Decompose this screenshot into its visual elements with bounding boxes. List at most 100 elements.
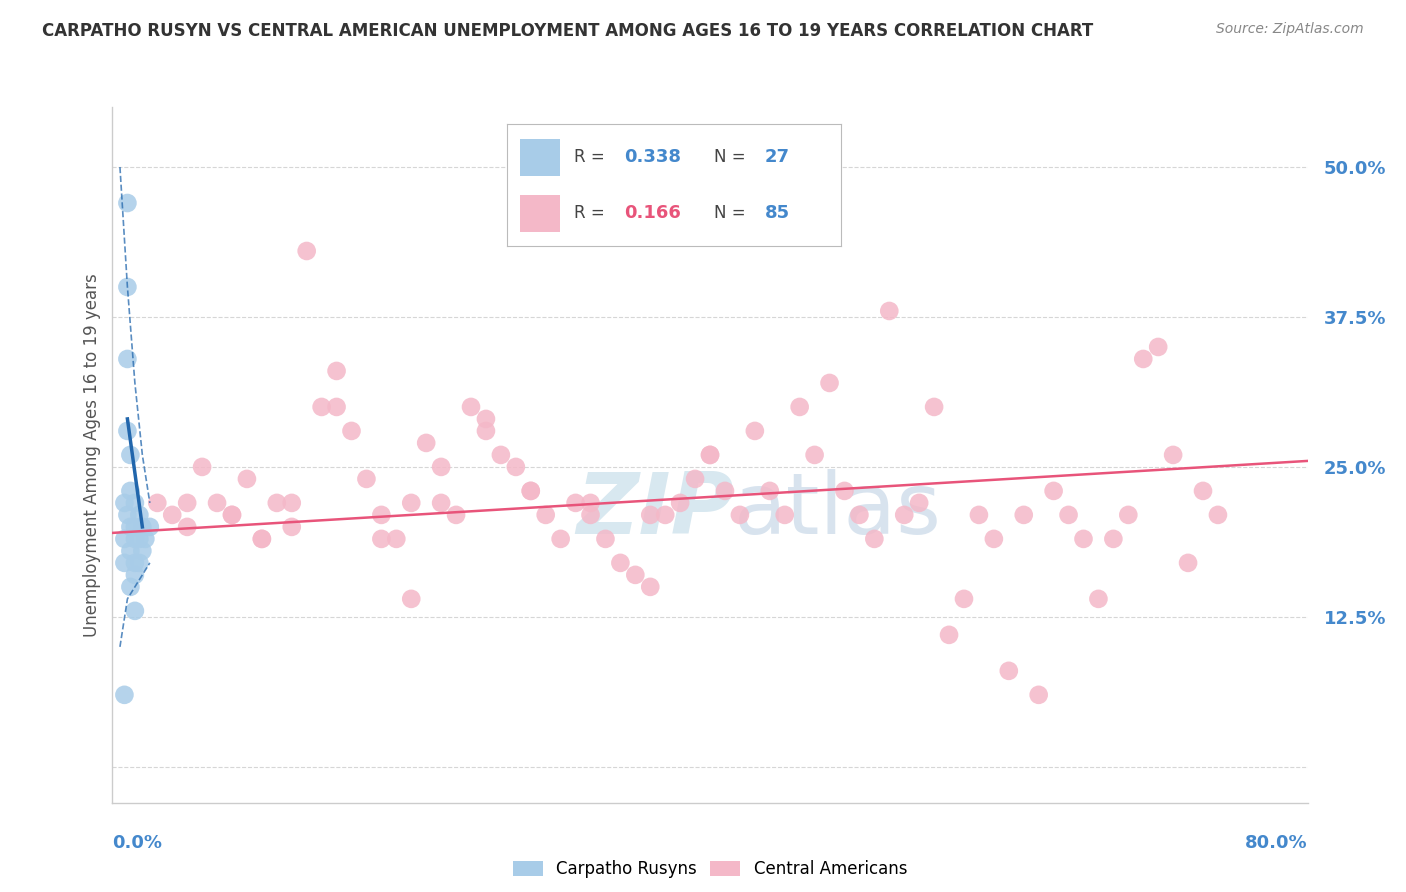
Point: [1147, 340, 1170, 354]
Point: [281, 520, 304, 534]
Point: [114, 556, 135, 570]
Point: [131, 520, 153, 534]
Point: [114, 496, 135, 510]
Point: [356, 472, 378, 486]
Point: [444, 508, 467, 522]
Point: [1057, 508, 1080, 522]
Point: [124, 496, 146, 510]
Point: [401, 496, 423, 510]
Point: [205, 496, 228, 510]
Point: [401, 591, 423, 606]
Point: [818, 376, 841, 390]
Point: [124, 556, 146, 570]
Point: [114, 688, 135, 702]
Point: [120, 580, 142, 594]
Point: [595, 532, 617, 546]
Point: [311, 400, 333, 414]
Y-axis label: Unemployment Among Ages 16 to 19 years: Unemployment Among Ages 16 to 19 years: [83, 273, 101, 637]
Text: CARPATHO RUSYN VS CENTRAL AMERICAN UNEMPLOYMENT AMONG AGES 16 TO 19 YEARS CORREL: CARPATHO RUSYN VS CENTRAL AMERICAN UNEMP…: [42, 22, 1094, 40]
Point: [191, 459, 214, 474]
Point: [789, 400, 811, 414]
Point: [953, 591, 976, 606]
Point: [430, 496, 453, 510]
Point: [325, 400, 347, 414]
Point: [250, 532, 273, 546]
Point: [266, 496, 288, 510]
Point: [124, 520, 146, 534]
Point: [1177, 556, 1199, 570]
Point: [520, 483, 543, 498]
Point: [520, 483, 543, 498]
Point: [728, 508, 751, 522]
Point: [117, 351, 139, 366]
Point: [117, 508, 139, 522]
Point: [550, 532, 572, 546]
Text: atlas: atlas: [734, 469, 942, 552]
Text: 0.0%: 0.0%: [112, 834, 163, 852]
Point: [221, 508, 243, 522]
Point: [460, 400, 482, 414]
Point: [1102, 532, 1125, 546]
Point: [128, 508, 150, 522]
Point: [128, 556, 150, 570]
Point: [609, 556, 631, 570]
Point: [1012, 508, 1035, 522]
Point: [699, 448, 721, 462]
Point: [250, 532, 273, 546]
Point: [475, 424, 498, 438]
Point: [759, 483, 782, 498]
Text: Source: ZipAtlas.com: Source: ZipAtlas.com: [1216, 22, 1364, 37]
Point: [922, 400, 945, 414]
Point: [654, 508, 676, 522]
Point: [938, 628, 960, 642]
Point: [967, 508, 990, 522]
Point: [117, 424, 139, 438]
Point: [579, 496, 602, 510]
Point: [1161, 448, 1184, 462]
Point: [1028, 688, 1050, 702]
Text: ZIP: ZIP: [576, 469, 734, 552]
Point: [117, 196, 139, 211]
Point: [124, 567, 146, 582]
Point: [489, 448, 512, 462]
Point: [863, 532, 886, 546]
Point: [131, 544, 153, 558]
Point: [1116, 508, 1139, 522]
Point: [475, 412, 498, 426]
Point: [638, 580, 662, 594]
Point: [744, 424, 766, 438]
Point: [139, 520, 162, 534]
Point: [624, 567, 647, 582]
Point: [505, 459, 527, 474]
Point: [908, 496, 931, 510]
Point: [117, 280, 139, 294]
Point: [669, 496, 692, 510]
Point: [370, 532, 392, 546]
Point: [162, 508, 183, 522]
Point: [120, 448, 142, 462]
Point: [1132, 351, 1154, 366]
Legend: Carpatho Rusyns, Central Americans: Carpatho Rusyns, Central Americans: [506, 854, 914, 885]
Point: [236, 472, 259, 486]
Point: [773, 508, 796, 522]
Point: [1073, 532, 1095, 546]
Point: [1042, 483, 1064, 498]
Point: [370, 508, 392, 522]
Point: [221, 508, 243, 522]
Point: [430, 459, 453, 474]
Point: [415, 436, 437, 450]
Point: [534, 508, 557, 522]
Point: [146, 496, 169, 510]
Text: 80.0%: 80.0%: [1244, 834, 1308, 852]
Point: [983, 532, 1005, 546]
Point: [579, 508, 602, 522]
Point: [120, 520, 142, 534]
Point: [848, 508, 870, 522]
Point: [385, 532, 408, 546]
Point: [128, 532, 150, 546]
Point: [120, 544, 142, 558]
Point: [803, 448, 825, 462]
Point: [124, 604, 146, 618]
Point: [1087, 591, 1109, 606]
Point: [120, 483, 142, 498]
